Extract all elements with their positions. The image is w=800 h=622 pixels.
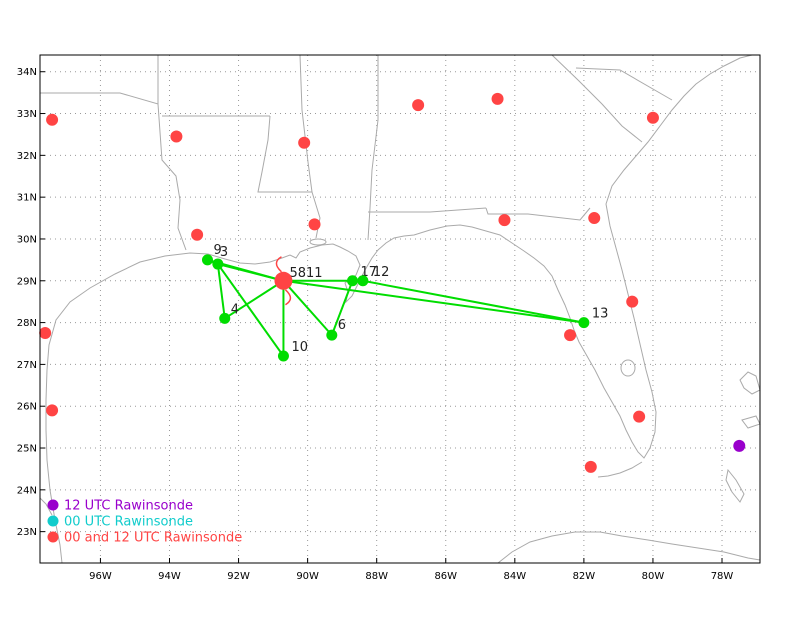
- legend-label: 00 UTC Rawinsonde: [64, 515, 193, 530]
- track-point-label: 13: [592, 307, 609, 322]
- track-point: [357, 275, 369, 287]
- legend-marker: [47, 531, 59, 543]
- track-point: [219, 312, 231, 324]
- track-point-label: 5811: [289, 266, 322, 281]
- rawinsonde-site: [46, 113, 59, 126]
- track-point: [347, 275, 359, 287]
- border-ga-fl: [485, 207, 591, 221]
- rawinsonde-site: [191, 228, 204, 241]
- map-frame: [40, 55, 760, 563]
- track-segment: [362, 279, 585, 324]
- lon-label: 80W: [642, 571, 665, 582]
- rawinsonde-site: [646, 111, 659, 124]
- lon-label: 82W: [573, 571, 596, 582]
- track-point-label: 9: [213, 243, 221, 258]
- track-segment: [224, 279, 284, 320]
- graticule: 34N 33N 32N 31N 30N 29N 28N 27N 26N 25N 24N 23N 96W 9…: [17, 55, 760, 582]
- border-tx-ok: [40, 55, 159, 105]
- lat-label: 29N: [17, 276, 37, 287]
- rawinsonde-site: [308, 218, 321, 231]
- lon-label: 94W: [158, 571, 181, 582]
- track-segment: [217, 263, 284, 282]
- legend-label: 00 and 12 UTC Rawinsonde: [64, 531, 242, 546]
- hurricane-symbol: [274, 256, 293, 306]
- bahamas-south: [725, 468, 745, 503]
- lat-label: 27N: [17, 360, 37, 371]
- track-segment: [283, 279, 585, 324]
- track-point: [326, 329, 338, 341]
- rawinsonde-site: [498, 214, 511, 227]
- track-point: [277, 350, 289, 362]
- border-la-ms: [257, 115, 321, 239]
- lon-label: 90W: [296, 571, 319, 582]
- lon-label: 96W: [89, 571, 112, 582]
- lon-label: 78W: [711, 571, 734, 582]
- lat-label: 25N: [17, 444, 37, 455]
- lat-label: 31N: [17, 193, 37, 204]
- rawinsonde-site: [733, 439, 746, 452]
- lat-label: 32N: [17, 151, 37, 162]
- border-ms-al: [299, 54, 313, 193]
- rawinsonde-site: [46, 404, 59, 417]
- lat-label: 34N: [17, 67, 37, 78]
- track-point: [578, 317, 590, 329]
- lon-label: 92W: [227, 571, 250, 582]
- lat-label: 28N: [17, 318, 37, 329]
- track-point-label: 10: [291, 340, 308, 355]
- mexico-coastline: [39, 497, 53, 516]
- map-border: [39, 54, 761, 564]
- rawinsonde-site: [491, 92, 504, 105]
- hurricane-arm: [275, 256, 282, 273]
- border-nc-sc: [575, 67, 673, 101]
- lat-label: 26N: [17, 402, 37, 413]
- coastlines-and-borders: [39, 54, 761, 564]
- hurricane-arm: [284, 289, 292, 306]
- rawinsonde-site: [633, 410, 646, 423]
- rawinsonde-site: [564, 329, 577, 342]
- track-point: [212, 258, 224, 270]
- rawinsonde-site: [39, 327, 52, 340]
- track-segment: [282, 280, 333, 336]
- border-tx-la: [157, 103, 187, 251]
- legend-marker: [47, 499, 59, 511]
- lon-label: 88W: [365, 571, 388, 582]
- rawinsonde-site: [298, 136, 311, 149]
- lake-pontchartrain: [309, 238, 327, 246]
- track-point-label: 3: [220, 245, 228, 260]
- lat-label: 24N: [17, 485, 37, 496]
- legend-label: 12 UTC Rawinsonde: [64, 499, 193, 514]
- cuba-coastline: [497, 531, 761, 564]
- track-point-label: 4: [231, 302, 239, 317]
- lon-label: 86W: [434, 571, 457, 582]
- track-point: [201, 254, 213, 266]
- rawinsonde-sites: [39, 92, 746, 473]
- border-al-ga: [367, 55, 379, 241]
- lat-label: 33N: [17, 109, 37, 120]
- rawinsonde-site: [412, 99, 425, 112]
- rawinsonde-site: [588, 212, 601, 225]
- lon-label: 84W: [504, 571, 527, 582]
- gulf-coastline: [45, 54, 753, 564]
- lat-label: 30N: [17, 234, 37, 245]
- border-ga-sc: [551, 54, 643, 143]
- rawinsonde-site: [170, 130, 183, 143]
- track-segment: [217, 263, 285, 357]
- lake-okeechobee: [620, 359, 636, 377]
- track-segment: [216, 263, 226, 319]
- hurricane-center: [274, 271, 293, 290]
- legend-marker: [47, 515, 59, 527]
- track-point-label: 12: [373, 265, 390, 280]
- rawinsonde-site: [584, 460, 597, 473]
- border-al-fl: [368, 207, 487, 213]
- track-point-label: 6: [338, 318, 346, 333]
- rawinsonde-site: [626, 295, 639, 308]
- lat-label: 23N: [17, 527, 37, 538]
- florida-keys: [597, 461, 643, 478]
